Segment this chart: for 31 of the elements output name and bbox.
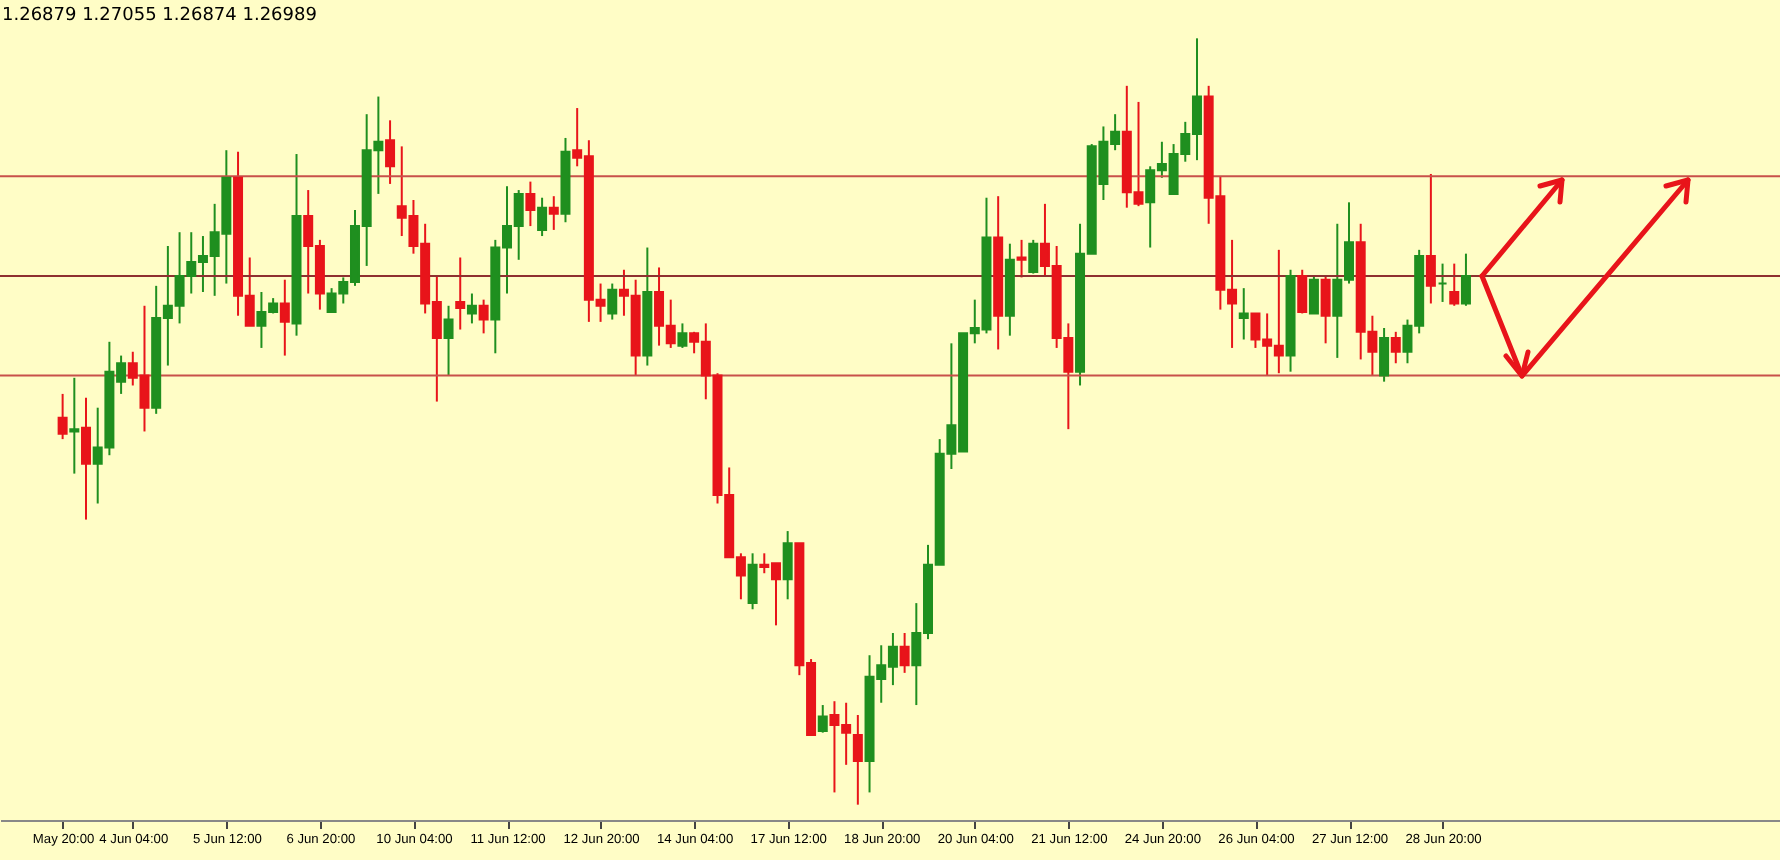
- candlestick: [899, 632, 910, 674]
- candlestick: [1379, 327, 1390, 383]
- candlestick: [443, 304, 454, 377]
- candlestick: [1308, 274, 1319, 315]
- candlestick: [279, 278, 290, 357]
- candlestick: [548, 195, 559, 231]
- candlestick: [69, 376, 80, 475]
- candlestick: [1016, 238, 1027, 279]
- candlestick: [81, 396, 92, 521]
- candlestick: [455, 256, 466, 331]
- chart-title: 1.26879 1.27055 1.26874 1.26989: [2, 6, 318, 26]
- candlestick: [525, 180, 536, 228]
- candlestick: [385, 119, 396, 185]
- candlestick: [782, 530, 793, 601]
- candlestick: [607, 282, 618, 321]
- candlestick: [1460, 252, 1471, 307]
- candlestick: [747, 552, 758, 611]
- candlestick: [466, 292, 477, 325]
- candlestick: [1028, 238, 1039, 275]
- candlestick: [1238, 287, 1249, 341]
- candlestick: [1297, 268, 1308, 315]
- candlestick: [677, 322, 688, 349]
- candlestick: [1320, 274, 1331, 345]
- candlestick: [1390, 330, 1401, 365]
- candlestick: [1425, 172, 1436, 305]
- candlestick: [57, 392, 68, 441]
- candlestick: [1449, 262, 1460, 307]
- candlestick: [817, 704, 828, 734]
- candlestick: [478, 298, 489, 335]
- candlestick: [852, 714, 863, 806]
- candlestick: [537, 196, 548, 238]
